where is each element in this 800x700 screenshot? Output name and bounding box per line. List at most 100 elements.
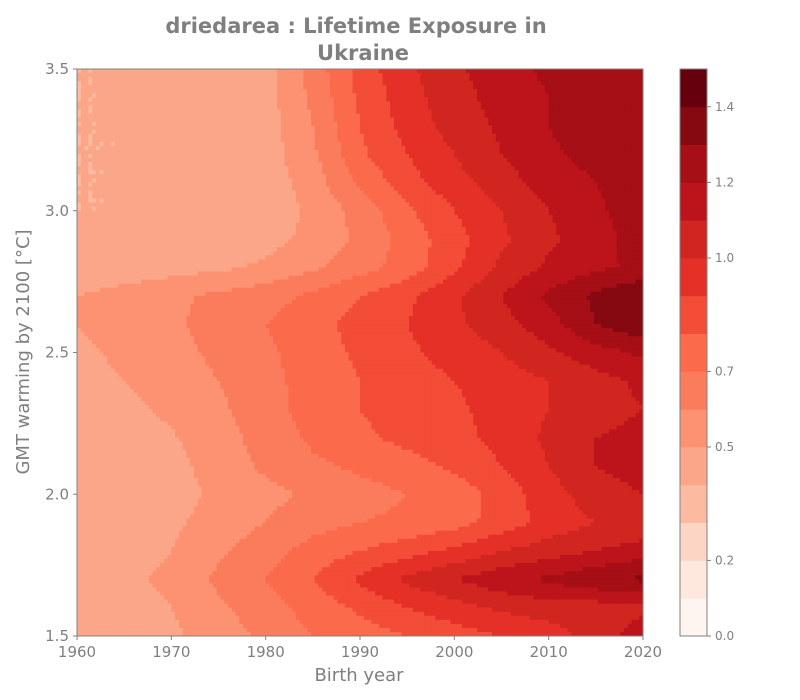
contour-cell (163, 174, 169, 179)
contour-cell (182, 97, 188, 102)
contour-cell (469, 73, 474, 78)
contour-cell (593, 101, 599, 107)
contour-cell (129, 109, 135, 115)
contour-cell (227, 190, 233, 196)
contour-cell (624, 178, 629, 183)
contour-cell (318, 81, 323, 86)
contour-cell (458, 190, 463, 196)
contour-cell (307, 101, 312, 107)
contour-cell (616, 186, 621, 192)
contour-cell (250, 194, 255, 200)
contour-cell (624, 162, 629, 167)
contour-cell (484, 133, 489, 139)
contour-cell (141, 162, 146, 167)
contour-cell (620, 178, 625, 183)
contour-cell (446, 182, 452, 188)
contour-cell (348, 93, 354, 98)
contour-cell (193, 178, 199, 183)
contour-cell (375, 77, 380, 82)
contour-cell (465, 121, 471, 127)
contour-cell (458, 133, 463, 139)
contour-cell (254, 141, 259, 147)
contour-cell (310, 150, 316, 155)
contour-cell (110, 162, 116, 167)
contour-cell (299, 77, 304, 82)
contour-cell (171, 174, 176, 179)
contour-cell (295, 129, 301, 135)
contour-cell (526, 150, 531, 155)
contour-cell (575, 162, 580, 167)
contour-cell (326, 178, 331, 183)
contour-cell (84, 158, 89, 163)
contour-cell (537, 186, 542, 192)
contour-cell (205, 162, 210, 167)
contour-cell (118, 105, 123, 111)
contour-cell (507, 129, 512, 135)
contour-cell (593, 154, 599, 159)
contour-cell (265, 198, 271, 204)
contour-cell (299, 166, 304, 171)
contour-cell (639, 85, 643, 90)
contour-cell (137, 162, 142, 167)
contour-cell (503, 125, 508, 131)
contour-cell (375, 121, 380, 127)
contour-cell (156, 158, 161, 163)
contour-cell (356, 73, 361, 78)
contour-cell (492, 162, 497, 167)
contour-cell (529, 145, 535, 151)
contour-cell (631, 198, 637, 204)
contour-cell (186, 145, 191, 151)
contour-cell (522, 145, 527, 151)
contour-cell (273, 117, 278, 123)
contour-cell (122, 162, 127, 167)
contour-cell (476, 85, 482, 90)
contour-cell (314, 162, 320, 167)
contour-cell (420, 158, 425, 163)
contour-cell (80, 158, 86, 163)
contour-cell (405, 109, 410, 115)
contour-cell (484, 154, 489, 159)
contour-cell (443, 154, 448, 159)
contour-cell (205, 89, 210, 94)
contour-cell (435, 186, 440, 192)
contour-cell (518, 109, 523, 115)
contour-cell (126, 178, 131, 183)
contour-cell (227, 186, 233, 192)
contour-cell (186, 186, 191, 192)
contour-cell (363, 81, 369, 86)
contour-cell (201, 93, 206, 98)
contour-cell (635, 93, 640, 98)
contour-cell (299, 186, 304, 192)
contour-cell (352, 73, 357, 78)
contour-cell (314, 145, 320, 151)
contour-cell (639, 73, 643, 78)
contour-cell (420, 137, 425, 143)
contour-cell (148, 174, 154, 179)
contour-cell (246, 150, 252, 155)
contour-cell (578, 150, 584, 155)
contour-cell (405, 113, 410, 119)
contour-cell (405, 141, 410, 147)
contour-cell (397, 97, 403, 102)
contour-cell (110, 182, 116, 188)
contour-cell (405, 81, 410, 86)
contour-cell (620, 85, 625, 90)
contour-cell (609, 85, 614, 90)
contour-cell (575, 121, 580, 127)
contour-cell (450, 133, 455, 139)
contour-cell (193, 109, 199, 115)
contour-cell (443, 73, 448, 78)
contour-cell (205, 178, 210, 183)
contour-cell (480, 73, 486, 78)
contour-cell (495, 182, 501, 188)
contour-cell (616, 150, 621, 155)
contour-cell (544, 190, 550, 196)
contour-cell (382, 81, 388, 86)
contour-cell (571, 141, 576, 147)
contour-cell (639, 133, 643, 139)
contour-cell (254, 93, 259, 98)
contour-cell (446, 69, 452, 74)
contour-cell (84, 198, 89, 204)
contour-cell (597, 141, 603, 147)
contour-cell (631, 174, 637, 179)
